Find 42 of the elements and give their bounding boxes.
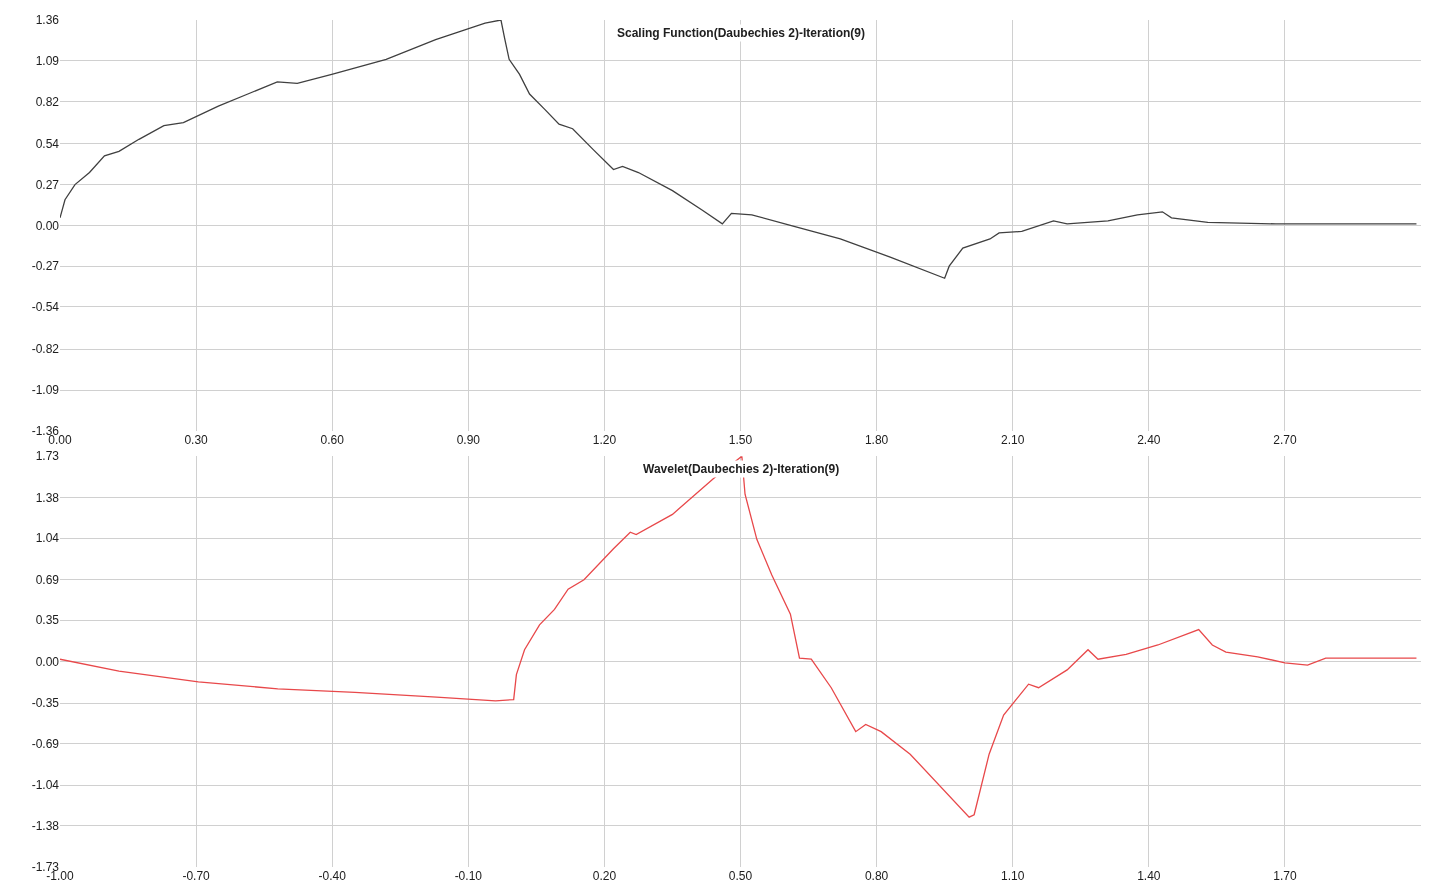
x-tick-label: 0.60 bbox=[320, 432, 345, 447]
x-tick-label: 0.80 bbox=[864, 869, 889, 883]
y-tick-label: -0.27 bbox=[31, 259, 60, 274]
x-tick-label: 0.20 bbox=[592, 869, 617, 883]
x-tick-label: 0.30 bbox=[184, 432, 209, 447]
y-tick-label: 1.36 bbox=[35, 13, 60, 28]
x-tick-label: 0.90 bbox=[456, 432, 481, 447]
y-tick-label: 0.82 bbox=[35, 94, 60, 109]
x-tick-label: 0.50 bbox=[728, 869, 753, 883]
text: Scaling Function(Daubechies 2)-Iteration(9) bbox=[617, 26, 866, 40]
y-tick-label: 0.27 bbox=[35, 177, 60, 192]
x-tick-label: 2.40 bbox=[1137, 432, 1161, 447]
y-tick-label: -1.04 bbox=[31, 778, 60, 793]
x-tick-label: 1.40 bbox=[1137, 869, 1161, 883]
y-tick-label: 1.73 bbox=[35, 449, 60, 464]
x-tick-label: 2.70 bbox=[1273, 432, 1297, 447]
x-tick-label: 1.80 bbox=[864, 432, 889, 447]
y-tick-label: 1.04 bbox=[35, 531, 60, 546]
y-tick-label: -0.35 bbox=[31, 696, 60, 711]
y-tick-label: -0.82 bbox=[31, 342, 60, 357]
y-tick-label: 0.69 bbox=[35, 572, 60, 587]
y-tick-label: -0.54 bbox=[31, 300, 60, 315]
x-tick-label: 2.10 bbox=[1001, 432, 1025, 447]
x-tick-label: 1.10 bbox=[1001, 869, 1025, 883]
x-tick-label: -0.70 bbox=[182, 869, 211, 883]
y-tick-label: 0.00 bbox=[35, 654, 60, 669]
x-tick-label: 1.50 bbox=[728, 432, 753, 447]
y-tick-label: -1.09 bbox=[31, 383, 60, 398]
line-series bbox=[60, 20, 1418, 279]
y-tick-label: 0.35 bbox=[35, 613, 60, 628]
y-tick-label: 1.38 bbox=[35, 490, 60, 505]
x-tick-label: -0.10 bbox=[454, 869, 483, 883]
x-tick-label: 1.70 bbox=[1273, 869, 1297, 883]
x-tick-label: 1.20 bbox=[592, 432, 617, 447]
text: Wavelet(Daubechies 2)-Iteration(9) bbox=[643, 462, 840, 476]
line-series bbox=[60, 456, 1418, 818]
y-tick-label: -1.38 bbox=[31, 818, 60, 833]
y-tick-label: 1.09 bbox=[35, 53, 60, 68]
y-tick-label: 0.00 bbox=[35, 218, 60, 233]
y-tick-label: -0.69 bbox=[31, 736, 60, 751]
y-tick-label: 0.54 bbox=[35, 137, 60, 152]
x-tick-label: -0.40 bbox=[318, 869, 347, 883]
